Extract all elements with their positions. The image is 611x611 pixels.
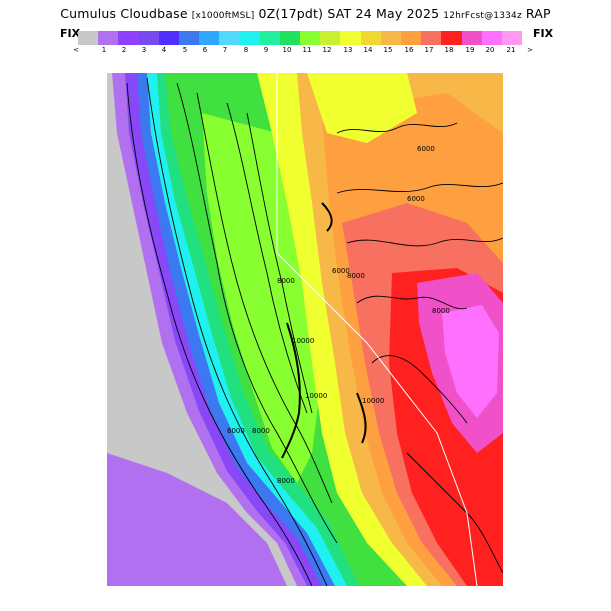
legend-swatch [219,31,240,45]
contour-label: 8000 [277,277,295,285]
legend-swatch [279,31,301,45]
legend-tick-label: 7 [222,46,228,54]
legend-swatch [481,31,502,45]
legend-tick-label: 8 [243,46,249,54]
fix-label-right: FIX [533,27,554,40]
legend-tick-label: > [527,46,533,54]
legend-swatch [78,31,99,45]
chart-title: Cumulus Cloudbase [x1000ftMSL] 0Z(17pdt)… [0,6,611,21]
legend-swatch [461,31,482,45]
contour-label: 10000 [292,337,314,345]
legend-swatch [259,31,280,45]
legend-tick-label: 4 [161,46,167,54]
legend-swatch [98,31,119,45]
legend-tick-label: 10 [282,46,292,54]
legend-swatch [320,31,341,45]
legend-tick-label: 21 [506,46,516,54]
legend-tick-label: 3 [141,46,147,54]
legend-tick-label: 12 [322,46,332,54]
legend-tick-label: 15 [383,46,393,54]
legend-swatch [501,31,523,45]
legend-tick-label: 17 [424,46,434,54]
legend-swatch [158,31,179,45]
title-valid: 0Z(17pdt) SAT 24 May 2025 [258,6,440,21]
contour-label: 8000 [252,427,270,435]
legend-swatch [441,31,462,45]
legend-tick-label: 2 [121,46,127,54]
title-model: RAP [525,6,551,21]
contour-label: 6000 [227,427,245,435]
legend-tick-label: 19 [465,46,475,54]
legend-tick-label: < [73,46,79,54]
cloudbase-map: 6000600080008000600080001000010000100008… [107,73,503,586]
legend-tick-label: 11 [302,46,312,54]
title-main: Cumulus Cloudbase [60,6,188,21]
title-units: [x1000ftMSL] [191,11,255,21]
state-border [276,73,478,586]
contour-label: 10000 [305,392,327,400]
legend-swatch [138,31,159,45]
color-legend-ticks: <1 2 3 4 5 6 7 8 9 10 11 12 13 14 15 16 17 18 19 20 21 > [68,46,533,56]
north-yellow-patch [307,73,417,143]
legend-swatch [199,31,220,45]
contour-label: 8000 [277,477,295,485]
legend-tick-label: 9 [263,46,269,54]
legend-swatch [340,31,361,45]
color-legend [78,31,523,45]
contour-label: 8000 [347,272,365,280]
legend-tick-label: 6 [202,46,208,54]
legend-swatch [360,31,381,45]
contour-label: 10000 [362,397,384,405]
contour-label: 8000 [432,307,450,315]
legend-tick-label: 16 [404,46,414,54]
contour-label: 6000 [417,145,435,153]
legend-swatch [421,31,442,45]
fix-label-left: FIX [60,27,81,40]
legend-tick-label: 20 [485,46,495,54]
legend-tick-label: 5 [182,46,188,54]
east-pink [442,305,499,418]
offshore-purple [107,453,287,586]
contour-label: 6000 [407,195,425,203]
legend-swatch [118,31,139,45]
legend-tick-label: 1 [101,46,107,54]
legend-tick-label: 13 [343,46,353,54]
legend-swatch [178,31,200,45]
legend-swatch [300,31,321,45]
contour-label: 6000 [332,267,350,275]
legend-swatch [239,31,260,45]
legend-swatch [401,31,422,45]
title-forecast: 12hrFcst@1334z [443,11,522,21]
legend-tick-label: 14 [363,46,373,54]
legend-tick-label: 18 [444,46,454,54]
legend-swatch [380,31,401,45]
